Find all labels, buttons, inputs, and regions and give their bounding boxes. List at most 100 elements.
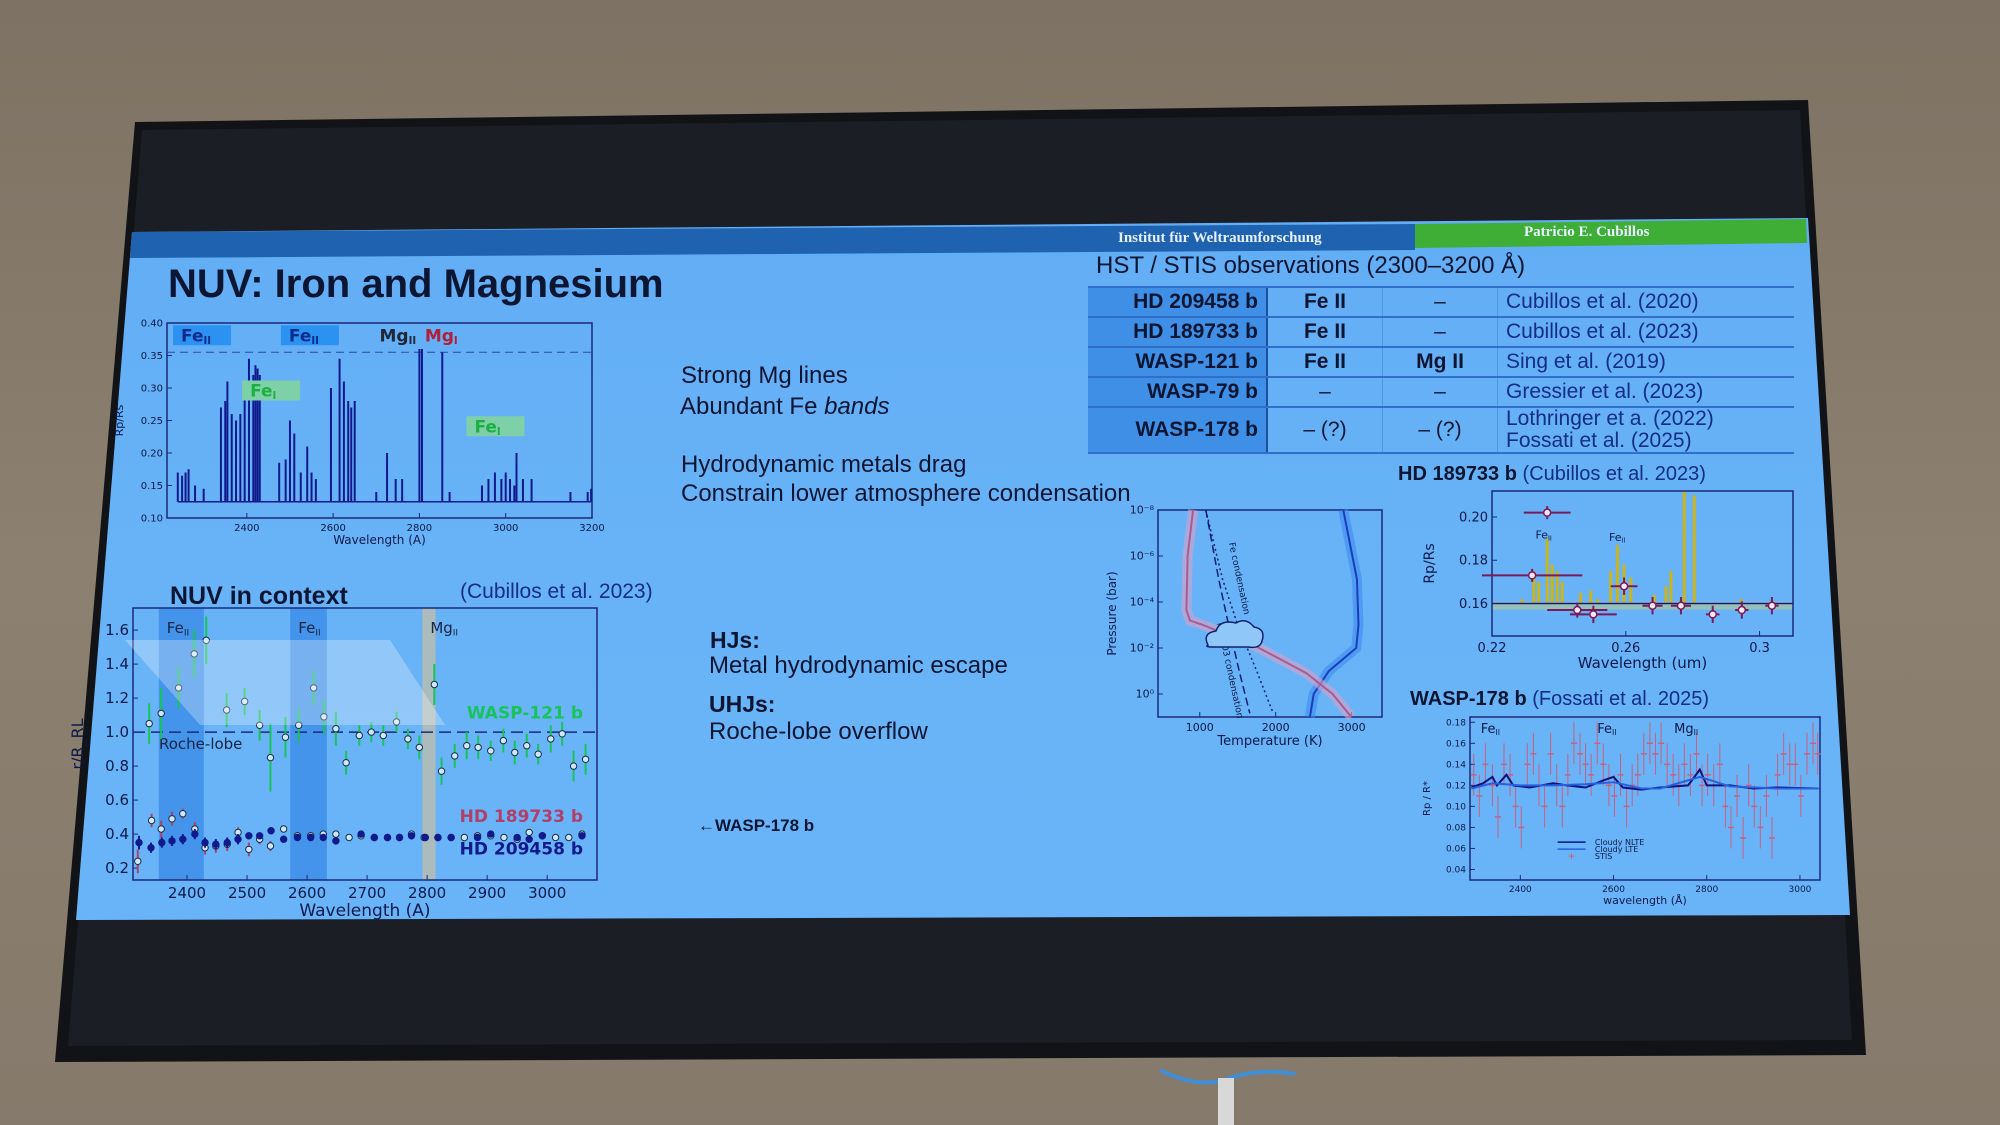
data-point — [434, 833, 442, 842]
fe-condensation-label: Fe condensation — [1226, 542, 1251, 616]
chart-pt-profiles: 1000 2000 3000 10⁻⁸ 10⁻⁶ 10⁻⁴ 10⁻² 10⁰ Temperatu… — [1105, 504, 1383, 749]
data-point — [293, 833, 302, 842]
data-point — [179, 835, 187, 843]
data-point — [511, 748, 519, 757]
data-point — [447, 833, 455, 842]
x-tick-label: 2800 — [408, 884, 446, 902]
data-point — [534, 750, 542, 758]
x-axis-label: Temperature (K) — [1216, 734, 1322, 749]
data-point — [147, 816, 156, 825]
data-point — [294, 721, 303, 729]
data-point — [581, 755, 590, 763]
wasp178-panel-planet: WASP-178 b — [1410, 688, 1527, 710]
data-point — [332, 725, 340, 733]
data-point — [135, 838, 143, 847]
line-annotation: FeII — [1535, 529, 1551, 543]
fe-cell: Fe II — [1267, 288, 1383, 318]
data-point — [158, 838, 166, 847]
data-point — [332, 830, 340, 838]
y-tick-label: 0.10 — [141, 513, 163, 524]
planet-cell: HD 189733 b — [1088, 317, 1268, 348]
y-axis-label: Rp/Rs — [113, 404, 126, 436]
x-tick-label: 3200 — [579, 523, 604, 534]
y-tick-label: 10⁻⁸ — [1130, 504, 1155, 517]
reference-text: Cubillos et al. (2020) — [1506, 290, 1699, 313]
y-tick-label: 0.04 — [1446, 865, 1466, 875]
x-axis-label: Wavelength (A) — [333, 533, 426, 547]
data-point — [578, 832, 586, 840]
model-line-cloudy-nlte — [1471, 767, 1819, 791]
line-annotation: MgII — [1674, 722, 1698, 737]
y-tick-label: 0.16 — [1446, 739, 1466, 749]
data-point — [234, 835, 242, 843]
y-tick-label: 0.15 — [141, 481, 163, 492]
data-point — [168, 837, 176, 845]
y-tick-label: 0.18 — [1459, 554, 1488, 569]
y-tick-label: 0.40 — [141, 318, 163, 329]
fe-cell: – — [1267, 377, 1383, 408]
data-point — [255, 721, 264, 729]
y-tick-label: 10⁻⁶ — [1130, 550, 1155, 563]
table-row: WASP-121 b Fe II Mg II Sing et al. (2019) — [1088, 347, 1794, 378]
legend-label: Cloudy LTE — [1595, 845, 1638, 854]
data-point — [355, 731, 363, 740]
y-axis-label: r/R_RL — [68, 718, 88, 769]
plot-frame — [1469, 716, 1821, 881]
data-point — [473, 833, 482, 842]
data-point — [404, 735, 412, 743]
reference-cell: Lothringer et a. (2022) Fossati et al. (2… — [1497, 407, 1794, 454]
y-axis-label: Rp / R* — [1422, 781, 1433, 816]
y-tick-label: 0.20 — [1459, 510, 1488, 525]
x-tick-label: 0.3 — [1749, 641, 1770, 656]
reference-text-2: Fossati et al. (2025) — [1506, 429, 1692, 452]
data-point — [383, 833, 392, 842]
tv-cable — [1160, 1068, 1296, 1125]
line-annotation: FeI — [474, 417, 500, 438]
y-tick-label: 1.6 — [105, 621, 129, 639]
plot-frame — [1491, 490, 1794, 637]
mg-cell: – (?) — [1382, 407, 1498, 454]
y-tick-label: 0.6 — [105, 791, 129, 809]
x-tick-label: 2500 — [228, 884, 266, 902]
data-point — [266, 842, 275, 850]
data-point — [525, 828, 533, 837]
data-point — [212, 840, 220, 848]
data-point — [279, 835, 288, 843]
hot-profile-blue-line — [1308, 509, 1360, 718]
data-point — [357, 830, 365, 838]
observations-table: HD 209458 b Fe II – Cubillos et al. (2020) H… — [1088, 288, 1794, 454]
data-point — [267, 827, 275, 835]
data-point — [367, 728, 376, 736]
data-point — [474, 743, 482, 752]
line-annotation: FeII — [1597, 722, 1616, 737]
data-point — [342, 759, 350, 767]
data-point — [487, 747, 495, 755]
chart-nuv-context: FeII FeII MgII 2400 2500 2600 2700 2800 2900 3000… — [68, 607, 598, 921]
data-point — [1619, 581, 1629, 591]
data-point — [1676, 601, 1686, 610]
data-point — [319, 833, 327, 842]
y-tick-label: 0.8 — [105, 757, 129, 775]
y-tick-label: 0.20 — [141, 448, 163, 459]
context-title: NUV in context — [170, 582, 348, 610]
data-point — [309, 684, 318, 692]
bullet-condensation: Constrain lower atmosphere condensation — [681, 480, 1131, 507]
y-tick-label: 10⁻⁴ — [1130, 596, 1155, 609]
data-point — [279, 825, 288, 833]
x-tick-label: 2600 — [1602, 885, 1625, 895]
planet-cell: WASP-178 b — [1088, 407, 1268, 454]
data-point — [1527, 571, 1537, 580]
data-point — [395, 833, 404, 842]
data-point — [499, 736, 508, 745]
y-tick-label: 0.14 — [1446, 760, 1466, 770]
data-point — [370, 833, 379, 842]
data-point — [201, 838, 209, 847]
band-label: FeII — [167, 619, 189, 638]
legend-label: Cloudy NLTE — [1595, 838, 1644, 847]
data-point — [1573, 605, 1582, 615]
mg-cell: – — [1382, 377, 1498, 408]
model-line-cloudy-lte — [1471, 775, 1819, 790]
data-point — [379, 731, 388, 740]
observations-table-wrap: HD 209458 b Fe II – Cubillos et al. (2020) H… — [1088, 286, 1794, 454]
chart-nuv-spectrum: 2400 2600 2800 3000 3200 0.10 0.15 0.20 0.25 0.30… — [113, 318, 605, 547]
